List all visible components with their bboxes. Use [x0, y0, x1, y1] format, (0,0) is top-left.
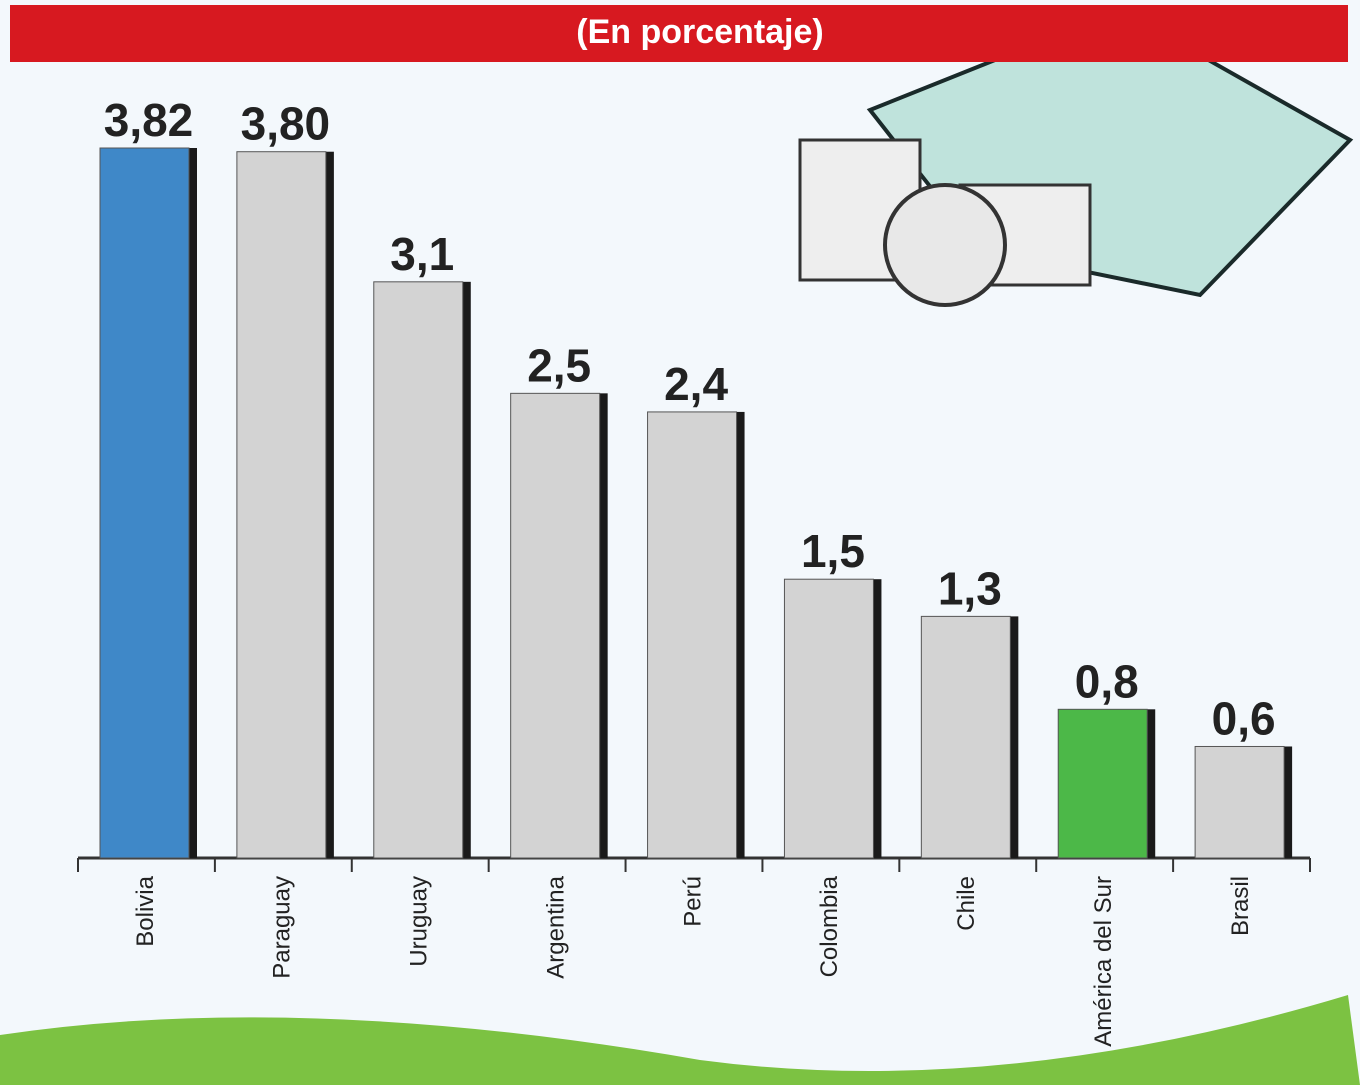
chart: (En porcentaje) 3,82 Bolivia 3,80 Paraguay 3… — [0, 0, 1360, 1085]
bar — [374, 282, 463, 858]
value-label: 3,82 — [104, 94, 194, 146]
value-label: 1,5 — [801, 525, 865, 577]
value-label: 3,80 — [241, 98, 331, 150]
bar — [1195, 746, 1284, 858]
x-tick-label: Colombia — [816, 875, 843, 977]
bar — [100, 148, 189, 858]
bar — [511, 393, 600, 858]
bar — [648, 412, 737, 858]
x-tick-label: Perú — [679, 876, 706, 927]
value-label: 0,8 — [1075, 655, 1139, 707]
value-label: 2,5 — [527, 339, 591, 391]
x-tick-label: América del Sur — [1090, 876, 1117, 1047]
value-label: 3,1 — [390, 228, 454, 280]
x-tick-label: Uruguay — [406, 876, 433, 967]
value-label: 1,3 — [938, 562, 1002, 614]
x-tick-label: Argentina — [542, 875, 569, 978]
page: {"chart_data": {"type": "bar", "title": … — [0, 0, 1360, 1085]
x-tick-label: Paraguay — [269, 876, 296, 979]
bar — [237, 152, 326, 858]
x-tick-label: Brasil — [1227, 876, 1254, 936]
x-tick-label: Bolivia — [132, 875, 159, 946]
value-label: 2,4 — [664, 358, 728, 410]
bar — [1058, 709, 1147, 858]
x-tick-label: Chile — [953, 876, 980, 931]
bar — [921, 616, 1010, 858]
value-label: 0,6 — [1212, 692, 1276, 744]
bar — [784, 579, 873, 858]
chart-title: (En porcentaje) — [576, 13, 823, 51]
